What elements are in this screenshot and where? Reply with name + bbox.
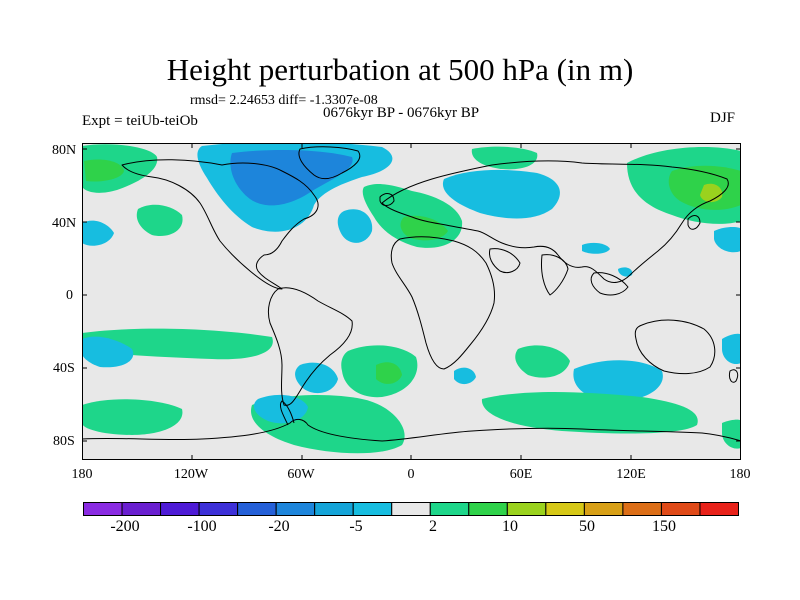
lon-label-60w: 60W: [287, 467, 315, 482]
anomaly-positive: [481, 392, 698, 434]
colorbar-cell: [468, 502, 508, 516]
coast-australia: [634, 319, 716, 375]
season-label: DJF: [710, 110, 736, 126]
colorbar-cell: [314, 502, 354, 516]
period-label: 0676kyr BP - 0676kyr BP: [323, 105, 480, 121]
coast-africa: [390, 236, 495, 370]
colorbar-cell: [660, 502, 701, 516]
colorbar-cell: [160, 502, 200, 516]
lat-label-80n: 80N: [52, 143, 77, 158]
lon-label-120w: 120W: [173, 467, 209, 482]
anomaly-negative: [295, 362, 338, 394]
colorbar-cell: [83, 502, 123, 516]
coast-uk: [379, 193, 395, 206]
lon-label-120e: 120E: [616, 467, 646, 482]
anomaly-positive-strong: [376, 362, 402, 384]
lat-label-40n: 40N: [52, 216, 77, 231]
lon-label-0: 0: [407, 467, 415, 482]
height-perturbation-map: [82, 143, 741, 460]
anomaly-positive: [82, 399, 183, 435]
anomaly-negative: [618, 267, 633, 277]
colorbar-label: -20: [268, 518, 290, 535]
anomaly-positive: [471, 146, 538, 170]
colorbar-cell: [583, 502, 624, 516]
anomaly-negative: [573, 360, 663, 402]
colorbar-cells: [83, 502, 739, 516]
anomaly-positive-strong: [84, 159, 124, 182]
lat-label-40s: 40S: [53, 361, 75, 376]
colorbar-cell: [699, 502, 739, 516]
anomaly-negative: [442, 169, 560, 219]
colorbar-cell: [352, 502, 393, 516]
colorbar-label: -100: [187, 518, 217, 535]
lat-label-eq: 0: [66, 288, 73, 303]
coast-southeast-asia: [590, 272, 629, 296]
contour-fields: [82, 143, 741, 454]
colorbar-cell: [391, 502, 431, 516]
anomaly-negative: [82, 220, 114, 246]
anomaly-negative: [722, 333, 741, 365]
colorbar-label: 10: [502, 518, 518, 535]
lat-label-80s: 80S: [53, 434, 75, 449]
anomaly-negative: [454, 367, 476, 385]
coast-north-america: [121, 159, 319, 290]
anomaly-negative: [82, 336, 134, 368]
colorbar-cell: [198, 502, 239, 516]
lon-label-180e: 180: [729, 467, 751, 482]
axis-ticks: [82, 143, 741, 460]
anomaly-negative: [582, 242, 610, 254]
colorbar-cell: [506, 502, 547, 516]
map-title: Height perturbation at 500 hPa (in m): [166, 52, 634, 87]
coast-eurasia: [381, 160, 729, 283]
experiment-label: Expt = teiUb-teiOb: [82, 113, 198, 129]
coast-arabia: [489, 248, 521, 274]
colorbar-cell: [545, 502, 585, 516]
coastlines: [82, 146, 741, 442]
coast-india: [541, 254, 569, 296]
colorbar-label: -200: [110, 518, 140, 535]
coast-south-america: [267, 287, 353, 406]
coast-greenland: [298, 146, 361, 180]
colorbar-label: 50: [579, 518, 595, 535]
colorbar: [83, 502, 739, 516]
anomaly-positive-strong: [400, 215, 448, 241]
rmsd-stats: rmsd= 2.24653 diff= -1.3307e-08: [190, 93, 378, 108]
colorbar-cell: [429, 502, 470, 516]
anomaly-positive: [136, 204, 183, 237]
anomaly-positive: [515, 345, 570, 378]
anomaly-negative-strong: [230, 149, 353, 206]
coast-japan: [687, 215, 701, 230]
colorbar-cell: [622, 502, 662, 516]
colorbar-label: 150: [652, 518, 676, 535]
anomaly-negative: [337, 209, 373, 243]
coast-antarctic-peninsula: [279, 400, 295, 426]
lon-label-180w: 180: [71, 467, 93, 482]
colorbar-cell: [237, 502, 277, 516]
coast-antarctica: [82, 418, 741, 442]
anomaly-negative: [714, 227, 741, 253]
colorbar-cell: [121, 502, 162, 516]
coast-new-zealand: [729, 369, 739, 383]
colorbar-label: 2: [429, 518, 437, 535]
lon-label-60e: 60E: [509, 467, 533, 482]
colorbar-cell: [275, 502, 316, 516]
colorbar-label: -5: [349, 518, 363, 535]
